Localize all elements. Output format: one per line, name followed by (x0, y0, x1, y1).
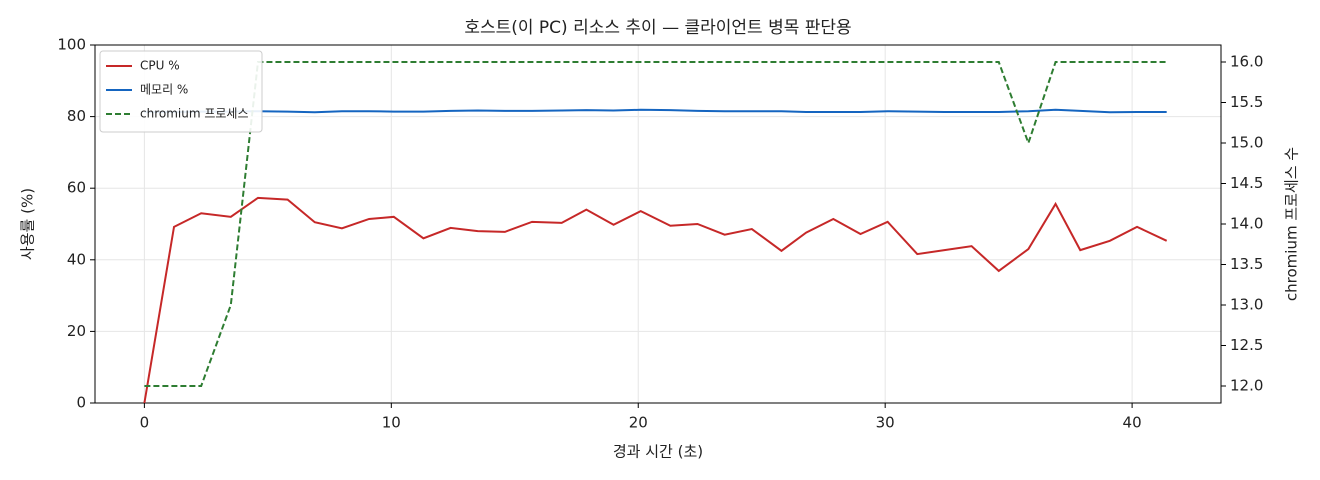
series-line (143, 196, 1168, 404)
legend: CPU % 메모리 % chromium 프로세스 (99, 50, 263, 133)
legend-label: 메모리 % (140, 83, 188, 97)
y2-tick-label: 14.5 (1230, 174, 1263, 192)
x-tick-label: 0 (140, 414, 150, 432)
x-tick-label: 10 (382, 414, 401, 432)
y2-tick-label: 15.5 (1230, 93, 1263, 111)
y2-tick-label: 12.5 (1230, 336, 1263, 354)
y-tick-label: 60 (67, 179, 86, 197)
x-tick-label: 40 (1123, 414, 1142, 432)
y2-tick-label: 13.5 (1230, 255, 1263, 273)
y-tick-label: 0 (76, 394, 86, 412)
legend-label: CPU % (140, 59, 180, 73)
series-line (144, 108, 1167, 114)
y2-tick-label: 13.0 (1230, 295, 1263, 313)
x-axis-label: 경과 시간 (초) (613, 443, 703, 461)
plot-frame (94, 44, 1222, 404)
y2-tick-label: 16.0 (1230, 53, 1263, 71)
y-tick-label: 20 (67, 322, 86, 340)
y2-tick-label: 14.0 (1230, 215, 1263, 233)
legend-box (99, 50, 263, 133)
chart-title: 호스트(이 PC) 리소스 추이 — 클라이언트 병목 판단용 (464, 18, 851, 38)
y2-tick-label: 12.0 (1230, 376, 1263, 394)
y2-axis-label: chromium 프로세스 수 (1283, 147, 1301, 301)
y-tick-label: 40 (67, 250, 86, 268)
x-tick-label: 20 (629, 414, 648, 432)
x-tick-label: 30 (876, 414, 895, 432)
y-axis-label: 사용률 (%) (19, 188, 37, 260)
y2-tick-label: 15.0 (1230, 134, 1263, 152)
y-tick-label: 80 (67, 107, 86, 125)
y-tick-label: 100 (57, 36, 86, 54)
legend-label: chromium 프로세스 (140, 107, 249, 121)
series-line (144, 61, 1167, 387)
